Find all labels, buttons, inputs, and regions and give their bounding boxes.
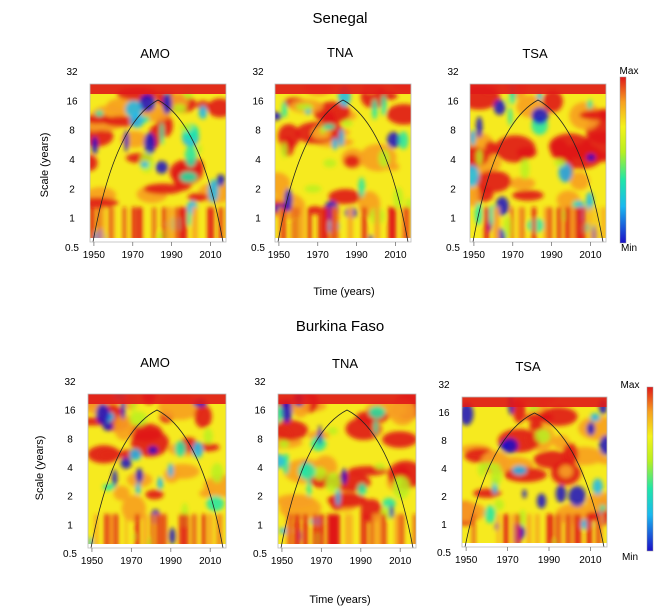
wavelet-panel-burkina-tna: TNA 0.5 1 2 4 8 16 32 1950 1970 1990 2010 xyxy=(253,356,417,567)
panel-title: TNA xyxy=(332,356,358,371)
x-tick-label: 1990 xyxy=(540,250,563,261)
x-tick-label: 1970 xyxy=(496,555,519,566)
y-tick-label: 1 xyxy=(69,214,75,225)
region-title-senegal: Senegal xyxy=(312,10,367,27)
y-tick-label: 2 xyxy=(255,184,261,195)
x-tick-label: 1950 xyxy=(455,555,478,566)
panel-title: TSA xyxy=(515,359,541,374)
y-tick-label: 32 xyxy=(252,67,264,78)
y-tick-label: 1 xyxy=(450,214,456,225)
x-tick-label: 1970 xyxy=(122,250,145,261)
x-tick-label: 1990 xyxy=(345,250,368,261)
y-tick-label: 2 xyxy=(69,184,75,195)
y-tick-label: 8 xyxy=(69,126,75,137)
y-tick-label: 0.5 xyxy=(437,548,451,559)
y-tick-label: 1 xyxy=(441,520,447,531)
y-tick-label: 8 xyxy=(255,126,261,137)
y-tick-label: 0.5 xyxy=(251,243,265,254)
x-tick-label: 1970 xyxy=(307,250,330,261)
y-tick-label: 32 xyxy=(438,380,450,391)
panel-title: TSA xyxy=(522,46,548,61)
y-tick-label: 16 xyxy=(438,408,450,419)
panels-group: AMO 0.5 1 2 4 8 16 32 1950 1970 1990 2010 TNA 0.5 1 2 4 8… xyxy=(63,45,608,567)
y-tick-label: 16 xyxy=(66,96,78,107)
y-axis-label-burkina: Scale (years) xyxy=(34,436,46,501)
y-tick-label: 4 xyxy=(257,463,263,474)
y-tick-label: 4 xyxy=(69,155,75,166)
colorbar-senegal: Max Min xyxy=(620,66,639,254)
y-tick-label: 4 xyxy=(255,155,261,166)
wavelet-panel-senegal-tna: TNA 0.5 1 2 4 8 16 32 1950 1970 1990 2010 xyxy=(251,45,412,261)
y-tick-label: 32 xyxy=(447,67,459,78)
y-tick-label: 2 xyxy=(257,492,263,503)
y-tick-label: 4 xyxy=(67,463,73,474)
y-tick-label: 8 xyxy=(450,126,456,137)
y-tick-label: 4 xyxy=(450,155,456,166)
panel-title: TNA xyxy=(327,45,353,60)
y-tick-label: 8 xyxy=(441,436,447,447)
y-tick-label: 32 xyxy=(66,67,78,78)
x-tick-label: 1990 xyxy=(160,250,183,261)
colorbar-min-label: Min xyxy=(622,552,638,563)
y-tick-label: 1 xyxy=(257,520,263,531)
wavelet-panel-burkina-amo: AMO 0.5 1 2 4 8 16 32 1950 1970 1990 2010 xyxy=(63,355,227,567)
x-tick-label: 1970 xyxy=(502,250,525,261)
x-tick-label: 1950 xyxy=(268,250,291,261)
x-tick-label: 1990 xyxy=(160,556,183,567)
x-tick-label: 1970 xyxy=(120,556,143,567)
y-tick-label: 8 xyxy=(257,434,263,445)
colorbar-burkina: Max Min xyxy=(621,380,654,563)
x-tick-label: 2010 xyxy=(384,250,407,261)
y-tick-label: 8 xyxy=(67,434,73,445)
panel-title: AMO xyxy=(140,355,170,370)
y-tick-label: 2 xyxy=(67,492,73,503)
y-tick-label: 16 xyxy=(447,96,459,107)
y-tick-label: 2 xyxy=(450,184,456,195)
y-tick-label: 0.5 xyxy=(63,549,77,560)
y-tick-label: 16 xyxy=(254,406,266,417)
y-tick-label: 1 xyxy=(67,520,73,531)
region-title-burkina-faso: Burkina Faso xyxy=(296,318,384,335)
colorbar-min-label: Min xyxy=(621,243,637,254)
x-tick-label: 1950 xyxy=(83,250,106,261)
colorbar-max-label: Max xyxy=(620,66,639,77)
x-axis-label-senegal: Time (years) xyxy=(313,286,374,298)
y-tick-label: 0.5 xyxy=(65,243,79,254)
cone-of-influence xyxy=(472,99,604,242)
y-tick-label: 16 xyxy=(64,406,76,417)
x-tick-label: 1990 xyxy=(350,556,373,567)
x-tick-label: 1970 xyxy=(310,556,333,567)
colorbar-max-label: Max xyxy=(621,380,640,391)
wavelet-panel-senegal-tsa: TSA 0.5 1 2 4 8 16 32 1950 1970 1990 2010 xyxy=(446,46,607,261)
y-tick-label: 4 xyxy=(441,464,447,475)
y-tick-label: 0.5 xyxy=(446,243,460,254)
x-tick-label: 1950 xyxy=(463,250,486,261)
panel-title: AMO xyxy=(140,46,170,61)
y-tick-label: 1 xyxy=(255,214,261,225)
y-tick-label: 0.5 xyxy=(253,549,267,560)
cone-of-influence xyxy=(280,409,414,548)
x-tick-label: 1950 xyxy=(81,556,104,567)
x-tick-label: 2010 xyxy=(579,250,602,261)
x-axis-label-burkina: Time (years) xyxy=(309,594,370,606)
cone-of-influence xyxy=(90,409,224,548)
x-tick-label: 2010 xyxy=(389,556,412,567)
cone-of-influence xyxy=(277,99,409,242)
y-axis-label-senegal: Scale (years) xyxy=(39,133,51,198)
x-tick-label: 1950 xyxy=(271,556,294,567)
x-tick-label: 2010 xyxy=(579,555,602,566)
cone-of-influence xyxy=(464,412,605,547)
y-tick-label: 2 xyxy=(441,492,447,503)
y-tick-label: 32 xyxy=(64,377,76,388)
y-tick-label: 32 xyxy=(254,377,266,388)
x-tick-label: 1990 xyxy=(538,555,561,566)
cone-of-influence xyxy=(92,99,224,242)
wavelet-panel-senegal-amo: AMO 0.5 1 2 4 8 16 32 1950 1970 1990 2010 xyxy=(65,46,227,261)
y-tick-label: 16 xyxy=(252,96,264,107)
wavelet-panel-burkina-tsa: TSA 0.5 1 2 4 8 16 32 1950 1970 1990 2010 xyxy=(437,359,608,566)
x-tick-label: 2010 xyxy=(199,556,222,567)
x-tick-label: 2010 xyxy=(199,250,222,261)
